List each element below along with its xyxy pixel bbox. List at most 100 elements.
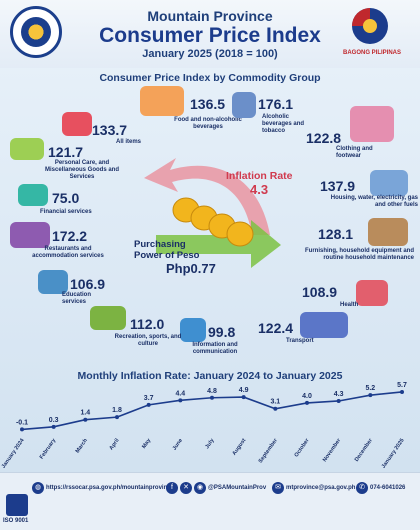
data-point [273, 406, 278, 411]
coins-graphic [156, 197, 281, 268]
data-point [83, 417, 88, 422]
inflation-rate-label: Inflation Rate [226, 170, 293, 182]
x-tick-label: May [141, 437, 153, 450]
cpi-financial-value: 75.0 [52, 190, 80, 206]
data-label: 4.4 [175, 390, 185, 397]
x-tick-label: June [172, 438, 184, 452]
data-point [241, 395, 246, 400]
health-icon [356, 280, 388, 306]
bagong-pilipinas-text: BAGONG PILIPINAS [342, 50, 401, 56]
data-label: 4.3 [334, 391, 344, 398]
data-point [20, 427, 24, 432]
data-point [210, 395, 214, 400]
phone-number: 074-6041026 [370, 485, 406, 491]
purchasing-power-label-line2: Power of Peso [134, 249, 200, 261]
website-link[interactable]: https://rssocar.psa.gov.ph/mountainprovi… [46, 485, 174, 491]
data-point [115, 415, 119, 420]
cpi-clothing-value: 122.8 [306, 130, 342, 146]
cpi-recreation-label: Recreation, sports, and culture [114, 334, 182, 348]
cpi-transport-label: Transport [286, 338, 314, 344]
phone-icon: ✆ [356, 482, 368, 494]
data-point [400, 389, 404, 394]
x-tick-label: January 2024 [1, 437, 26, 470]
instagram-icon: ◉ [194, 482, 206, 494]
data-label: 3.1 [270, 399, 280, 406]
education-icon [38, 270, 68, 294]
title-line-1: Mountain Province [147, 8, 273, 24]
x-tick-label: January 2025 [381, 438, 406, 470]
cpi-all-items-value: 133.7 [92, 122, 128, 138]
cpi-food-value: 136.5 [190, 96, 226, 112]
cpi-information-label: Information and communication [192, 342, 238, 356]
food-icon [140, 86, 184, 116]
x-tick-label: September [258, 437, 280, 464]
inflation-arrow-graphic [144, 158, 270, 235]
iso-label: ISO 9001 [3, 518, 29, 524]
data-label: 4.8 [207, 388, 217, 395]
email-link[interactable]: mtprovince@psa.gov.ph [286, 485, 356, 491]
cpi-all-items-label: All items [116, 139, 142, 145]
email-icon: ✉ [272, 482, 284, 494]
restaurant-icon [10, 222, 50, 248]
cpi-housing-label: Housing, water, electricity, gas and oth… [330, 195, 418, 209]
purchasing-power-value: Php0.77 [166, 261, 216, 276]
data-label: 1.4 [80, 410, 90, 417]
data-point [368, 393, 373, 398]
data-label: 3.7 [144, 395, 154, 402]
cpi-recreation-value: 112.0 [130, 316, 165, 332]
bus-icon [300, 312, 348, 338]
cpi-furnishing-value: 128.1 [318, 226, 354, 242]
cpi-restaurants-value: 172.2 [52, 228, 88, 244]
data-point [146, 402, 151, 407]
facebook-icon: f [166, 482, 178, 494]
data-point [305, 400, 309, 405]
cpi-personal-care-label: Personal Care, and Miscellaneous Goods a… [44, 160, 119, 181]
cpi-alcoholic-label: Alcoholic beverages and tobacco [262, 114, 305, 135]
data-label: 5.2 [365, 385, 375, 392]
clothing-icon [350, 106, 394, 142]
x-icon: ✕ [180, 482, 192, 494]
x-tick-label: November [322, 437, 343, 463]
purchasing-power-label-line1: Purchasing [134, 239, 186, 250]
data-label: -0.1 [16, 419, 28, 426]
x-tick-label: August [232, 438, 248, 457]
cpi-education-label: Education services [62, 292, 92, 306]
inflation-line-chart: -0.1 January 2024 0.3 February 1.4 March 1.8 Ap… [1, 382, 407, 470]
cpi-health-value: 108.9 [302, 284, 338, 300]
iso-badge [6, 494, 28, 516]
data-point [336, 398, 341, 403]
cpi-health-label: Health [340, 302, 359, 308]
cpi-furnishing-label: Furnishing, household equipment and rout… [305, 248, 414, 262]
x-tick-label: April [109, 437, 121, 451]
bagong-pilipinas-logo [352, 8, 388, 44]
data-point [51, 424, 56, 429]
page-title: Consumer Price Index [99, 24, 321, 47]
x-tick-label: July [204, 437, 216, 450]
cpi-information-value: 99.8 [208, 324, 236, 340]
x-tick-label: March [75, 437, 90, 454]
cpi-education-value: 106.9 [70, 276, 106, 292]
cpi-personal-care-value: 121.7 [48, 144, 84, 160]
line-chart-title: Monthly Inflation Rate: January 2024 to … [77, 370, 343, 382]
bottle-icon [232, 92, 256, 118]
data-label: 0.3 [49, 417, 59, 424]
data-point [178, 398, 183, 403]
house-icon [370, 170, 408, 196]
header-band [0, 0, 420, 68]
cpi-housing-value: 137.9 [320, 178, 356, 194]
social-handle[interactable]: @PSAMountainProv [208, 485, 267, 491]
personal-care-icon [10, 138, 44, 160]
data-label: 5.7 [397, 382, 407, 389]
x-tick-label: February [39, 437, 58, 460]
furniture-icon [368, 218, 408, 246]
section-title: Consumer Price Index by Commodity Group [99, 72, 321, 84]
psa-logo [10, 6, 62, 58]
data-label: 4.9 [239, 387, 249, 394]
shopping-basket-icon [62, 112, 92, 136]
data-label: 1.8 [112, 407, 122, 414]
globe-icon: ◍ [32, 482, 44, 494]
cpi-food-label: Food and non-alcoholic beverages [174, 117, 242, 131]
x-tick-label: October [294, 437, 312, 458]
money-icon [18, 184, 48, 206]
